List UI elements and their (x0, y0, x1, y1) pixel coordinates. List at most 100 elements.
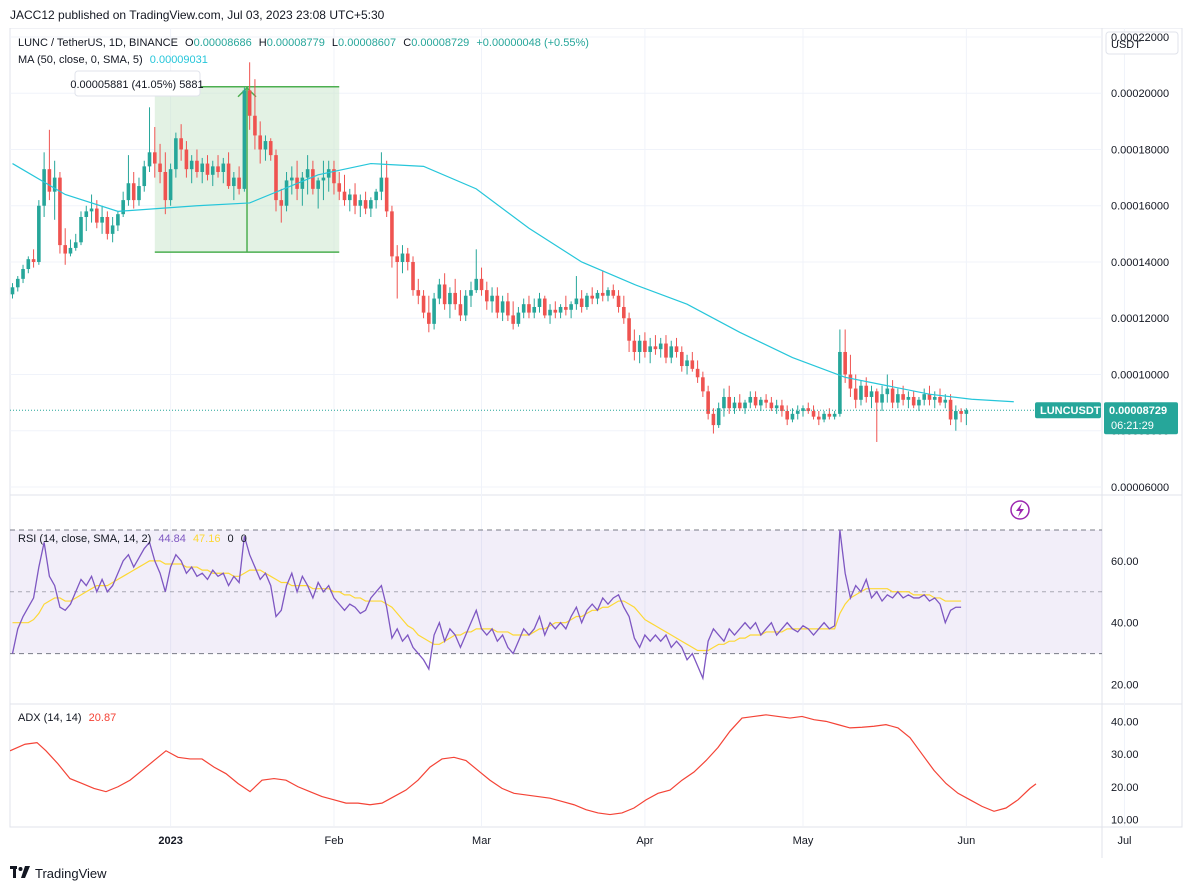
measure-label-text: 0.00005881 (41.05%) 5881 (70, 79, 203, 91)
candle-body (938, 396, 942, 403)
candle-body (42, 169, 46, 206)
candle-body (943, 399, 948, 403)
candle-body (210, 166, 215, 175)
adx-tick-label: 10.00 (1111, 814, 1139, 826)
time-tick-label: 2023 (158, 835, 182, 847)
candle-body (780, 405, 784, 412)
price-axis[interactable]: 0.00022000 0.00020000 0.00018000 0.00016000… (1111, 32, 1169, 494)
candle-body (716, 408, 721, 426)
rsi-legend-extra-1: 0 (228, 533, 234, 545)
candle-body (100, 216, 104, 223)
ma-line (12, 162, 1014, 403)
candle-body (964, 410, 969, 414)
candle-body (558, 306, 563, 313)
candle-body (706, 391, 710, 414)
lightning-icon[interactable] (1010, 500, 1030, 520)
candle-body (485, 290, 489, 302)
candle-body (490, 295, 494, 302)
candle-body (147, 152, 152, 167)
candle-body (353, 194, 357, 206)
candle-body (405, 253, 410, 262)
candle-body (395, 256, 400, 262)
close-value: 0.00008729 (411, 37, 469, 49)
candle-body (553, 309, 558, 313)
rsi-sma-legend-value: 47.16 (193, 533, 221, 545)
rsi-axis[interactable]: 60.00 40.00 20.00 (1111, 556, 1139, 692)
candle-body (247, 90, 252, 116)
candle-body (316, 180, 320, 189)
candle-body (764, 399, 768, 403)
price-tick-label: 0.00006000 (1111, 482, 1169, 494)
candle-body (801, 408, 805, 412)
candle-body (727, 396, 732, 409)
chart-canvas[interactable]: 0.00005881 (41.05%) 5881 LUNC / TetherUS… (0, 28, 1193, 858)
candle-body (838, 351, 842, 414)
time-tick-label: Mar (472, 835, 491, 847)
ma-legend-label: MA (50, close, 0, SMA, 5) (18, 54, 143, 66)
candle-body (732, 402, 737, 409)
candle-body (817, 416, 821, 420)
candle-body (342, 191, 347, 201)
candle-body (795, 411, 800, 414)
adx-axis[interactable]: 40.00 30.00 20.00 10.00 (1111, 716, 1139, 826)
currency-label: USDT (1111, 39, 1141, 51)
candle-body (869, 391, 874, 397)
symbol-tag-box (1035, 402, 1101, 419)
main-legend: LUNC / TetherUS, 1D, BINANCE O0.00008686… (18, 37, 589, 66)
ma-legend-value: 0.00009031 (150, 54, 208, 66)
time-axis[interactable]: 2023 Feb Mar Apr May Jun Jul (158, 835, 1131, 847)
candle-body (643, 340, 647, 352)
footer: TradingView (10, 864, 107, 882)
measure-label: 0.00005881 (41.05%) 5881 (70, 70, 204, 97)
candle-body (627, 318, 631, 341)
price-tick-label: 0.00010000 (1111, 369, 1169, 381)
candle-body (226, 163, 231, 187)
candle-body (637, 340, 642, 352)
candle-body (827, 413, 832, 417)
candle-body (237, 177, 241, 189)
currency-button[interactable]: USDT (1105, 31, 1179, 55)
candle-body (110, 225, 115, 234)
candle-body (516, 312, 521, 324)
candle-body (458, 304, 463, 316)
candle-body (174, 138, 178, 170)
candle-body (679, 351, 684, 367)
candle-body (184, 149, 189, 170)
price-tag-countdown: 06:21:29 (1111, 420, 1154, 432)
candle-body (195, 160, 199, 172)
candle-body (79, 216, 83, 243)
candle-body (811, 411, 816, 417)
candle-body (105, 216, 110, 234)
tradingview-logo-icon (10, 866, 30, 878)
candle-body (474, 278, 479, 291)
price-tick-label: 0.00014000 (1111, 257, 1169, 269)
candle-body (137, 186, 141, 201)
chart-frame (9, 28, 1183, 828)
candle-body (26, 259, 31, 270)
candle-body (622, 306, 626, 319)
rsi-legend-value: 44.84 (158, 533, 186, 545)
adx-tick-label: 30.00 (1111, 749, 1139, 761)
rsi-tick-label: 40.00 (1111, 618, 1139, 630)
candle-body (21, 269, 25, 279)
currency-button-box[interactable] (1105, 31, 1179, 55)
candle-body (379, 177, 384, 192)
rsi-legend-label: RSI (14, close, SMA, 14, 2) (18, 533, 151, 545)
candle-body (521, 304, 526, 313)
time-tick-label: Jun (957, 835, 975, 847)
time-tick-label: May (793, 835, 814, 847)
candle-body (500, 301, 505, 313)
time-tick-label: Feb (324, 835, 343, 847)
price-tick-label: 0.00020000 (1111, 88, 1169, 100)
candle-body (168, 169, 173, 201)
candle-body (648, 346, 652, 352)
adx-legend-value: 20.87 (89, 712, 117, 724)
candle-body (674, 346, 679, 352)
candle-body (437, 284, 442, 299)
candle-body (564, 306, 568, 310)
candle-body (242, 90, 247, 189)
candle-body (527, 304, 531, 313)
candle-body (131, 183, 136, 201)
candle-body (200, 163, 205, 172)
candle-body (121, 200, 125, 215)
